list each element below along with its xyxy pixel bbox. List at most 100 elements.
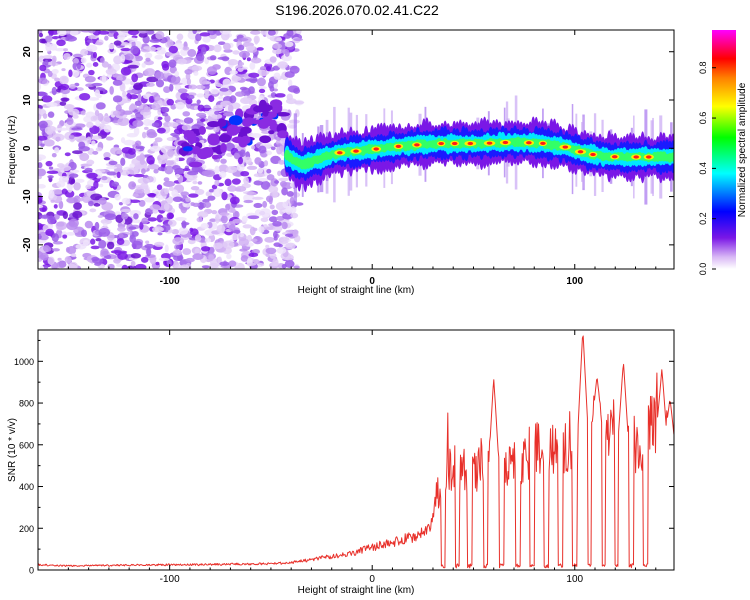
heatmap-noise-cell bbox=[192, 253, 204, 261]
heatmap-noise-cell bbox=[43, 139, 55, 147]
heatmap-noise-cell bbox=[254, 209, 262, 217]
heatmap-streak-cell bbox=[268, 111, 278, 118]
snr-x-tick-label: -100 bbox=[160, 574, 180, 585]
heatmap-noise-cell bbox=[54, 48, 66, 52]
colorbar-tick-label: 0.8 bbox=[698, 61, 708, 74]
heatmap-noise-cell bbox=[68, 261, 78, 269]
heatmap-noise-cell bbox=[258, 88, 266, 94]
heatmap-noise-cell bbox=[232, 218, 243, 224]
heatmap-noise-cell bbox=[244, 156, 252, 165]
heatmap-noise-cell bbox=[246, 191, 257, 196]
heatmap-noise-cell bbox=[254, 157, 262, 165]
heatmap-noise-cell bbox=[132, 193, 139, 198]
heatmap-noise-cell bbox=[121, 264, 129, 269]
heatmap-noise-cell bbox=[166, 259, 173, 266]
heatmap-noise-cell bbox=[290, 212, 299, 219]
heatmap-noise-cell bbox=[87, 30, 96, 34]
heatmap-noise-cell bbox=[56, 39, 66, 47]
heatmap-noise-cell bbox=[194, 248, 200, 255]
heatmap-noise-cell bbox=[196, 112, 207, 118]
heatmap-noise-cell bbox=[58, 200, 64, 210]
heatmap-peak-cell bbox=[526, 141, 532, 145]
heatmap-noise-cell bbox=[239, 149, 246, 158]
heatmap-noise-cell bbox=[127, 37, 138, 43]
heatmap-noise-cell bbox=[284, 260, 295, 268]
heatmap-noise-cell bbox=[278, 159, 286, 165]
heatmap-noise-cell bbox=[106, 136, 114, 141]
heatmap-noise-cell bbox=[182, 111, 191, 117]
heatmap-noise-cell bbox=[277, 170, 282, 177]
heatmap-noise-cell bbox=[220, 158, 227, 164]
heatmap-noise-cell bbox=[163, 86, 171, 93]
heatmap-noise-cell bbox=[141, 131, 147, 139]
heatmap-noise-cell bbox=[279, 236, 290, 242]
heatmap-noise-cell bbox=[196, 53, 205, 62]
heatmap-noise-cell bbox=[47, 215, 56, 225]
heatmap-noise-cell bbox=[121, 146, 133, 154]
colorbar-ticks: 0.0 0.2 0.4 0.6 0.8 bbox=[698, 61, 716, 275]
heatmap-noise-cell bbox=[219, 261, 230, 266]
heatmap-frame bbox=[37, 29, 675, 270]
heatmap-noise-cell bbox=[131, 219, 142, 224]
heatmap-noise-cell bbox=[116, 171, 121, 179]
heatmap-noise-cell bbox=[68, 134, 75, 140]
heatmap-noise-cell bbox=[167, 229, 174, 233]
heatmap-noise-cell bbox=[191, 165, 203, 173]
heatmap-noise-cell bbox=[116, 238, 125, 246]
heatmap-noise-cell bbox=[61, 92, 68, 99]
heatmap-noise-cell bbox=[137, 93, 142, 103]
heatmap-noise-cell bbox=[97, 214, 104, 218]
heatmap-noise-cell bbox=[293, 265, 300, 269]
heatmap-noise-cell bbox=[237, 44, 245, 51]
heatmap-noise-cell bbox=[93, 203, 101, 207]
heatmap-noise-cell bbox=[70, 253, 77, 258]
heatmap-streak-cell bbox=[240, 126, 252, 134]
heatmap-noise-cell bbox=[94, 89, 101, 97]
heatmap-streak-cell bbox=[200, 147, 214, 158]
heatmap-noise-cell bbox=[86, 44, 98, 52]
heatmap-noise-cell bbox=[197, 104, 205, 112]
heatmap-noise-cell bbox=[92, 150, 99, 155]
heatmap-noise-cell bbox=[72, 58, 79, 64]
heatmap-noise-cell bbox=[56, 260, 67, 269]
heatmap-noise-cell bbox=[60, 97, 70, 102]
heatmap-noise-cell bbox=[92, 62, 99, 67]
heatmap-noise-cell bbox=[211, 113, 223, 120]
heatmap-noise-cell bbox=[213, 44, 222, 53]
colorbar-label: Normalized spectral amplitude bbox=[737, 82, 748, 217]
heatmap-noise-cell bbox=[234, 91, 245, 97]
heatmap-noise-cell bbox=[90, 115, 99, 122]
heatmap-noise-cell bbox=[269, 252, 277, 259]
heatmap-streak-cell bbox=[191, 146, 201, 155]
heatmap-noise-cell bbox=[265, 244, 270, 249]
heatmap-noise-cell bbox=[53, 133, 65, 142]
heatmap-noise-cell bbox=[80, 229, 88, 238]
heatmap-noise-cell bbox=[143, 46, 151, 50]
heatmap-noise-cell bbox=[105, 68, 117, 75]
heatmap-noise-cell bbox=[239, 62, 245, 66]
heatmap-noise-cell bbox=[143, 60, 154, 66]
heatmap-noise-cell bbox=[154, 96, 161, 101]
heatmap-noise-cell bbox=[285, 205, 293, 215]
heatmap-noise-cell bbox=[38, 82, 42, 91]
heatmap-noise-cell bbox=[234, 211, 240, 219]
heatmap-noise-cell bbox=[110, 250, 123, 254]
heatmap-noise-cell bbox=[101, 175, 108, 181]
heatmap-noise-cell bbox=[188, 193, 199, 198]
heatmap-noise-cell bbox=[231, 76, 242, 82]
heatmap-y-tick-label: -20 bbox=[22, 237, 33, 252]
snr-series-line bbox=[38, 335, 674, 569]
heatmap-noise-cell bbox=[171, 229, 180, 235]
heatmap-noise-cell bbox=[273, 230, 278, 239]
heatmap-noise-cell bbox=[149, 145, 162, 152]
heatmap-noise-cell bbox=[204, 237, 212, 243]
heatmap-peak-cell bbox=[540, 141, 546, 145]
heatmap-noise-cell bbox=[228, 224, 236, 232]
heatmap-noise-cell bbox=[163, 180, 175, 187]
heatmap-noise-cell bbox=[122, 90, 127, 97]
heatmap-noise-cell bbox=[208, 254, 215, 262]
heatmap-noise-cell bbox=[57, 257, 62, 261]
heatmap-noise-cell bbox=[69, 83, 76, 89]
heatmap-noise-cell bbox=[130, 45, 140, 55]
